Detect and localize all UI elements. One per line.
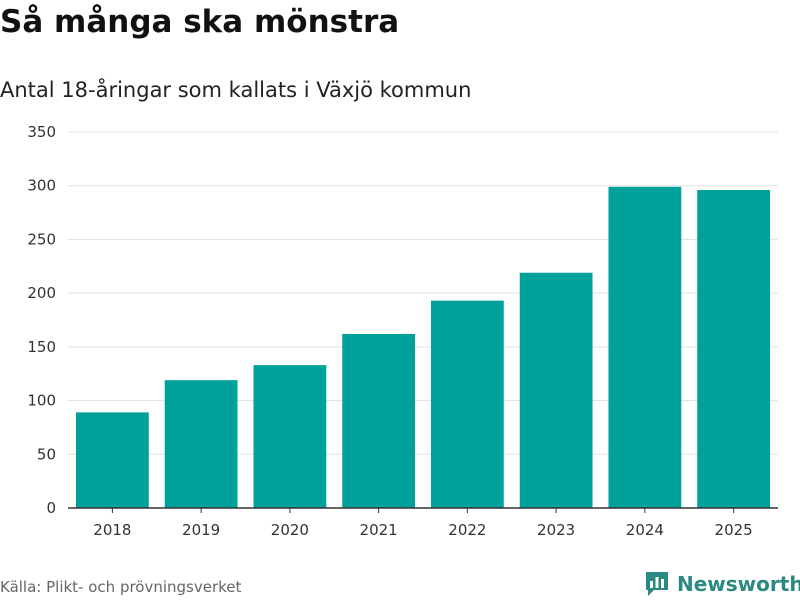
- x-tick-label: 2021: [360, 521, 398, 539]
- bar-2021: [342, 333, 416, 508]
- y-tick-label: 50: [37, 445, 56, 463]
- chart-title: Så många ska mönstra: [0, 4, 400, 40]
- bar-2022: [430, 300, 504, 508]
- bar-2024: [608, 186, 682, 508]
- source-note: Källa: Plikt- och prövningsverket: [0, 578, 242, 596]
- y-tick-label: 300: [27, 177, 56, 195]
- x-axis-ticks: 2018 2019 2020 2021 2022 2023 2024 2025: [93, 508, 753, 539]
- x-tick-label: 2024: [626, 521, 664, 539]
- y-tick-label: 150: [27, 338, 56, 356]
- x-tick-label: 2020: [271, 521, 309, 539]
- x-tick-label: 2019: [182, 521, 220, 539]
- x-tick-label: 2022: [448, 521, 486, 539]
- bars: [75, 186, 771, 509]
- y-axis-ticks: 0 50 100 150 200 250 300 350: [27, 123, 56, 517]
- x-tick-label: 2018: [93, 521, 131, 539]
- newsworthy-chart-logo-icon: [646, 572, 668, 596]
- bar-2019: [164, 380, 238, 508]
- x-tick-label: 2023: [537, 521, 575, 539]
- y-tick-label: 100: [27, 392, 56, 410]
- bar-2023: [519, 272, 593, 508]
- bar-2020: [253, 365, 327, 508]
- x-tick-label: 2025: [715, 521, 753, 539]
- y-tick-label: 200: [27, 284, 56, 302]
- chart-subtitle: Antal 18-åringar som kallats i Växjö kom…: [0, 78, 472, 102]
- y-tick-label: 350: [27, 123, 56, 141]
- bar-2018: [75, 412, 149, 508]
- y-tick-label: 0: [46, 499, 56, 517]
- brand-name: Newsworthy: [677, 572, 800, 596]
- y-tick-label: 250: [27, 230, 56, 248]
- bar-2025: [697, 190, 771, 509]
- brand-logo[interactable]: Newsworthy: [644, 568, 800, 600]
